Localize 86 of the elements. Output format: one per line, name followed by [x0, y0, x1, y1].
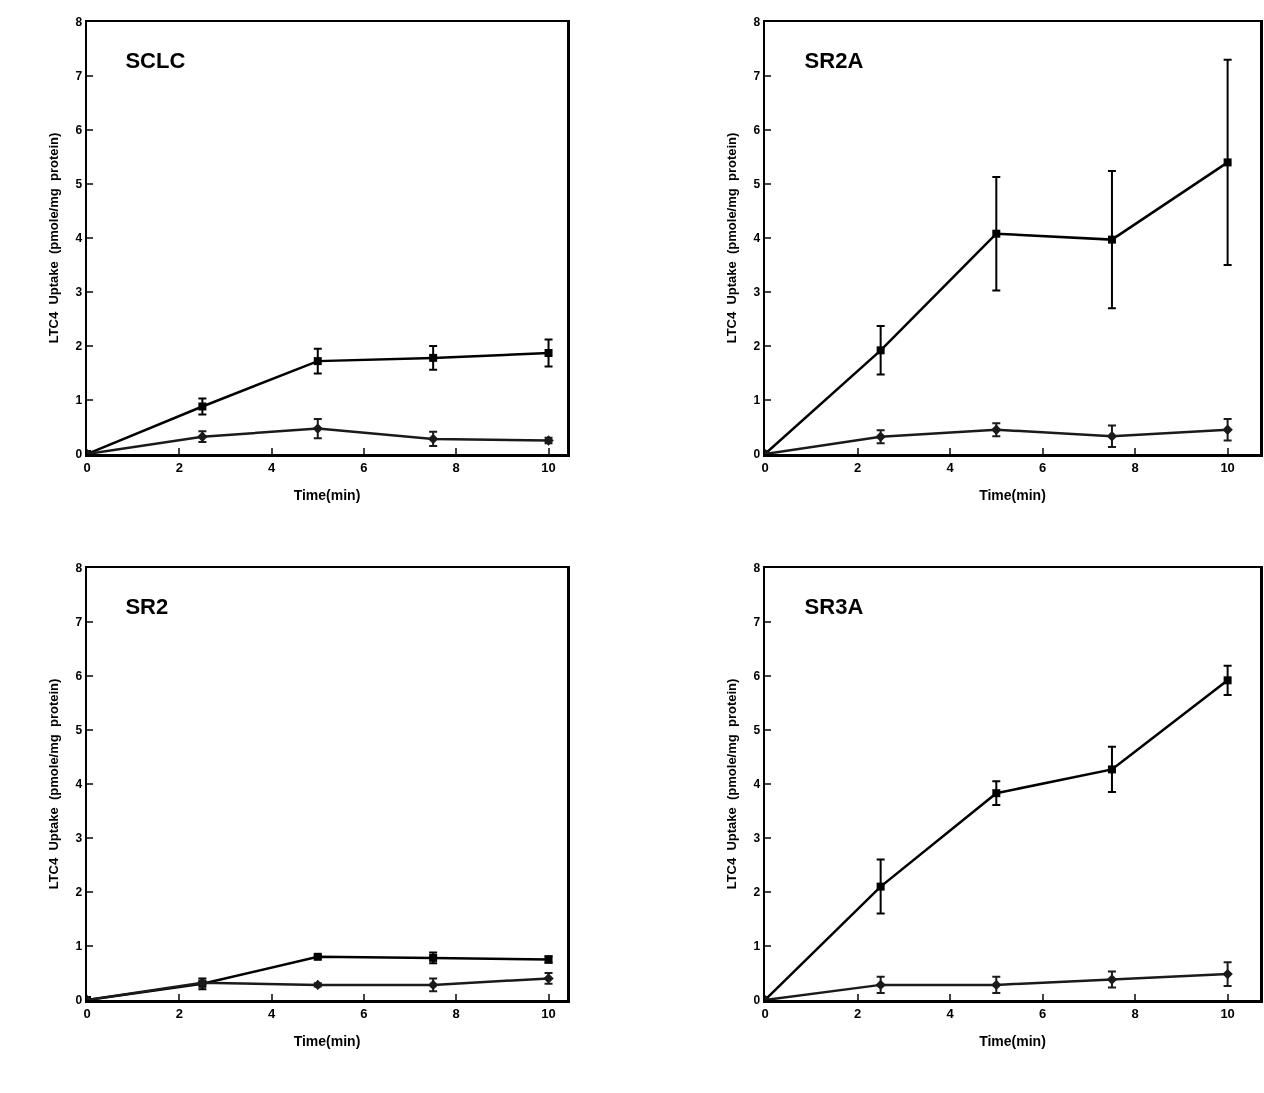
point	[1106, 974, 1118, 985]
x-tick-label: 6	[360, 1006, 368, 1022]
y-tick-label: 0	[753, 993, 761, 1008]
y-axis-title: LTC4 Uptake (pmole/mg protein)	[46, 678, 62, 890]
y-tick-label: 5	[75, 177, 83, 192]
x-axis-title: Time(min)	[293, 486, 361, 503]
point	[876, 882, 885, 891]
point	[544, 349, 553, 358]
y-tick-label: 4	[753, 231, 761, 246]
y-tick-label: 5	[753, 723, 761, 738]
x-tick-label: 10	[541, 460, 556, 476]
y-tick-label: 6	[753, 669, 761, 684]
text: SR3A	[804, 593, 864, 619]
x-tick-label: 8	[452, 1006, 460, 1022]
y-axis-title: LTC4 Uptake (pmole/mg protein)	[724, 132, 740, 344]
point	[1222, 424, 1233, 435]
y-tick-label: 3	[753, 285, 761, 300]
x-tick-label: 2	[175, 460, 183, 476]
y-tick-label: 6	[75, 669, 83, 684]
x-axis-title: Time(min)	[293, 1032, 361, 1049]
y-tick-label: 0	[753, 447, 761, 462]
y-tick-label: 2	[753, 885, 761, 900]
y-tick-label: 6	[75, 123, 83, 138]
point	[1223, 676, 1232, 685]
point	[992, 789, 1001, 798]
y-tick-label: 3	[75, 831, 83, 846]
x-tick-label: 4	[946, 1006, 955, 1022]
x-tick-label: 10	[541, 1006, 556, 1022]
y-tick-label: 0	[75, 993, 83, 1008]
x-tick-label: 6	[1038, 460, 1047, 476]
x-tick-label: 4	[268, 1006, 276, 1022]
y-tick-label: 8	[753, 561, 761, 576]
y-tick-label: 4	[75, 777, 83, 792]
y-tick-label: 0	[75, 447, 83, 462]
x-tick-label: 6	[360, 460, 368, 476]
y-tick-label: 8	[753, 15, 761, 30]
y-tick-label: 5	[753, 177, 761, 192]
x-tick-label: 6	[1038, 1006, 1047, 1022]
text: SR2	[125, 593, 169, 619]
x-axis-title: Time(min)	[979, 486, 1046, 503]
point	[992, 229, 1001, 238]
text: SR2A	[804, 47, 864, 73]
y-tick-label: 5	[75, 723, 83, 738]
y-tick-label: 2	[75, 885, 83, 900]
y-tick-label: 7	[75, 615, 83, 630]
y-tick-label: 3	[753, 831, 761, 846]
x-tick-label: 4	[946, 460, 955, 476]
point	[876, 346, 885, 355]
y-axis-title: LTC4 Uptake (pmole/mg protein)	[724, 678, 740, 890]
y-tick-label: 7	[753, 615, 761, 630]
y-tick-label: 7	[75, 69, 83, 84]
y-tick-label: 8	[75, 15, 83, 30]
point	[1222, 968, 1233, 980]
x-axis-title: Time(min)	[979, 1032, 1046, 1049]
x-tick-label: 10	[1220, 460, 1235, 476]
x-tick-label: 8	[1131, 1006, 1139, 1022]
y-tick-label: 1	[75, 939, 83, 954]
point	[1107, 235, 1116, 244]
x-tick-label: 2	[853, 1006, 862, 1022]
y-tick-label: 2	[753, 339, 761, 354]
y-tick-label: 8	[75, 561, 83, 576]
y-tick-label: 1	[753, 393, 761, 408]
point	[1223, 158, 1232, 167]
x-tick-label: 10	[1220, 1006, 1235, 1022]
text: SCLC	[125, 47, 186, 73]
y-axis-title: LTC4 Uptake (pmole/mg protein)	[46, 132, 62, 344]
point	[198, 402, 207, 411]
point	[875, 979, 886, 991]
x-tick-label: 2	[175, 1006, 183, 1022]
x-tick-label: 2	[853, 460, 862, 476]
point	[991, 979, 1002, 991]
point	[1107, 765, 1116, 774]
y-tick-label: 1	[753, 939, 761, 954]
x-tick-label: 4	[268, 460, 276, 476]
x-tick-label: 8	[1131, 460, 1139, 476]
y-tick-label: 3	[75, 285, 83, 300]
y-tick-label: 7	[753, 69, 761, 84]
y-tick-label: 4	[75, 231, 83, 246]
y-tick-label: 6	[753, 123, 761, 138]
y-tick-label: 4	[753, 777, 761, 792]
x-tick-label: 8	[452, 460, 460, 476]
point	[313, 357, 322, 366]
y-tick-label: 2	[75, 339, 83, 354]
point	[429, 353, 438, 362]
point	[312, 423, 323, 434]
y-tick-label: 1	[75, 393, 83, 408]
